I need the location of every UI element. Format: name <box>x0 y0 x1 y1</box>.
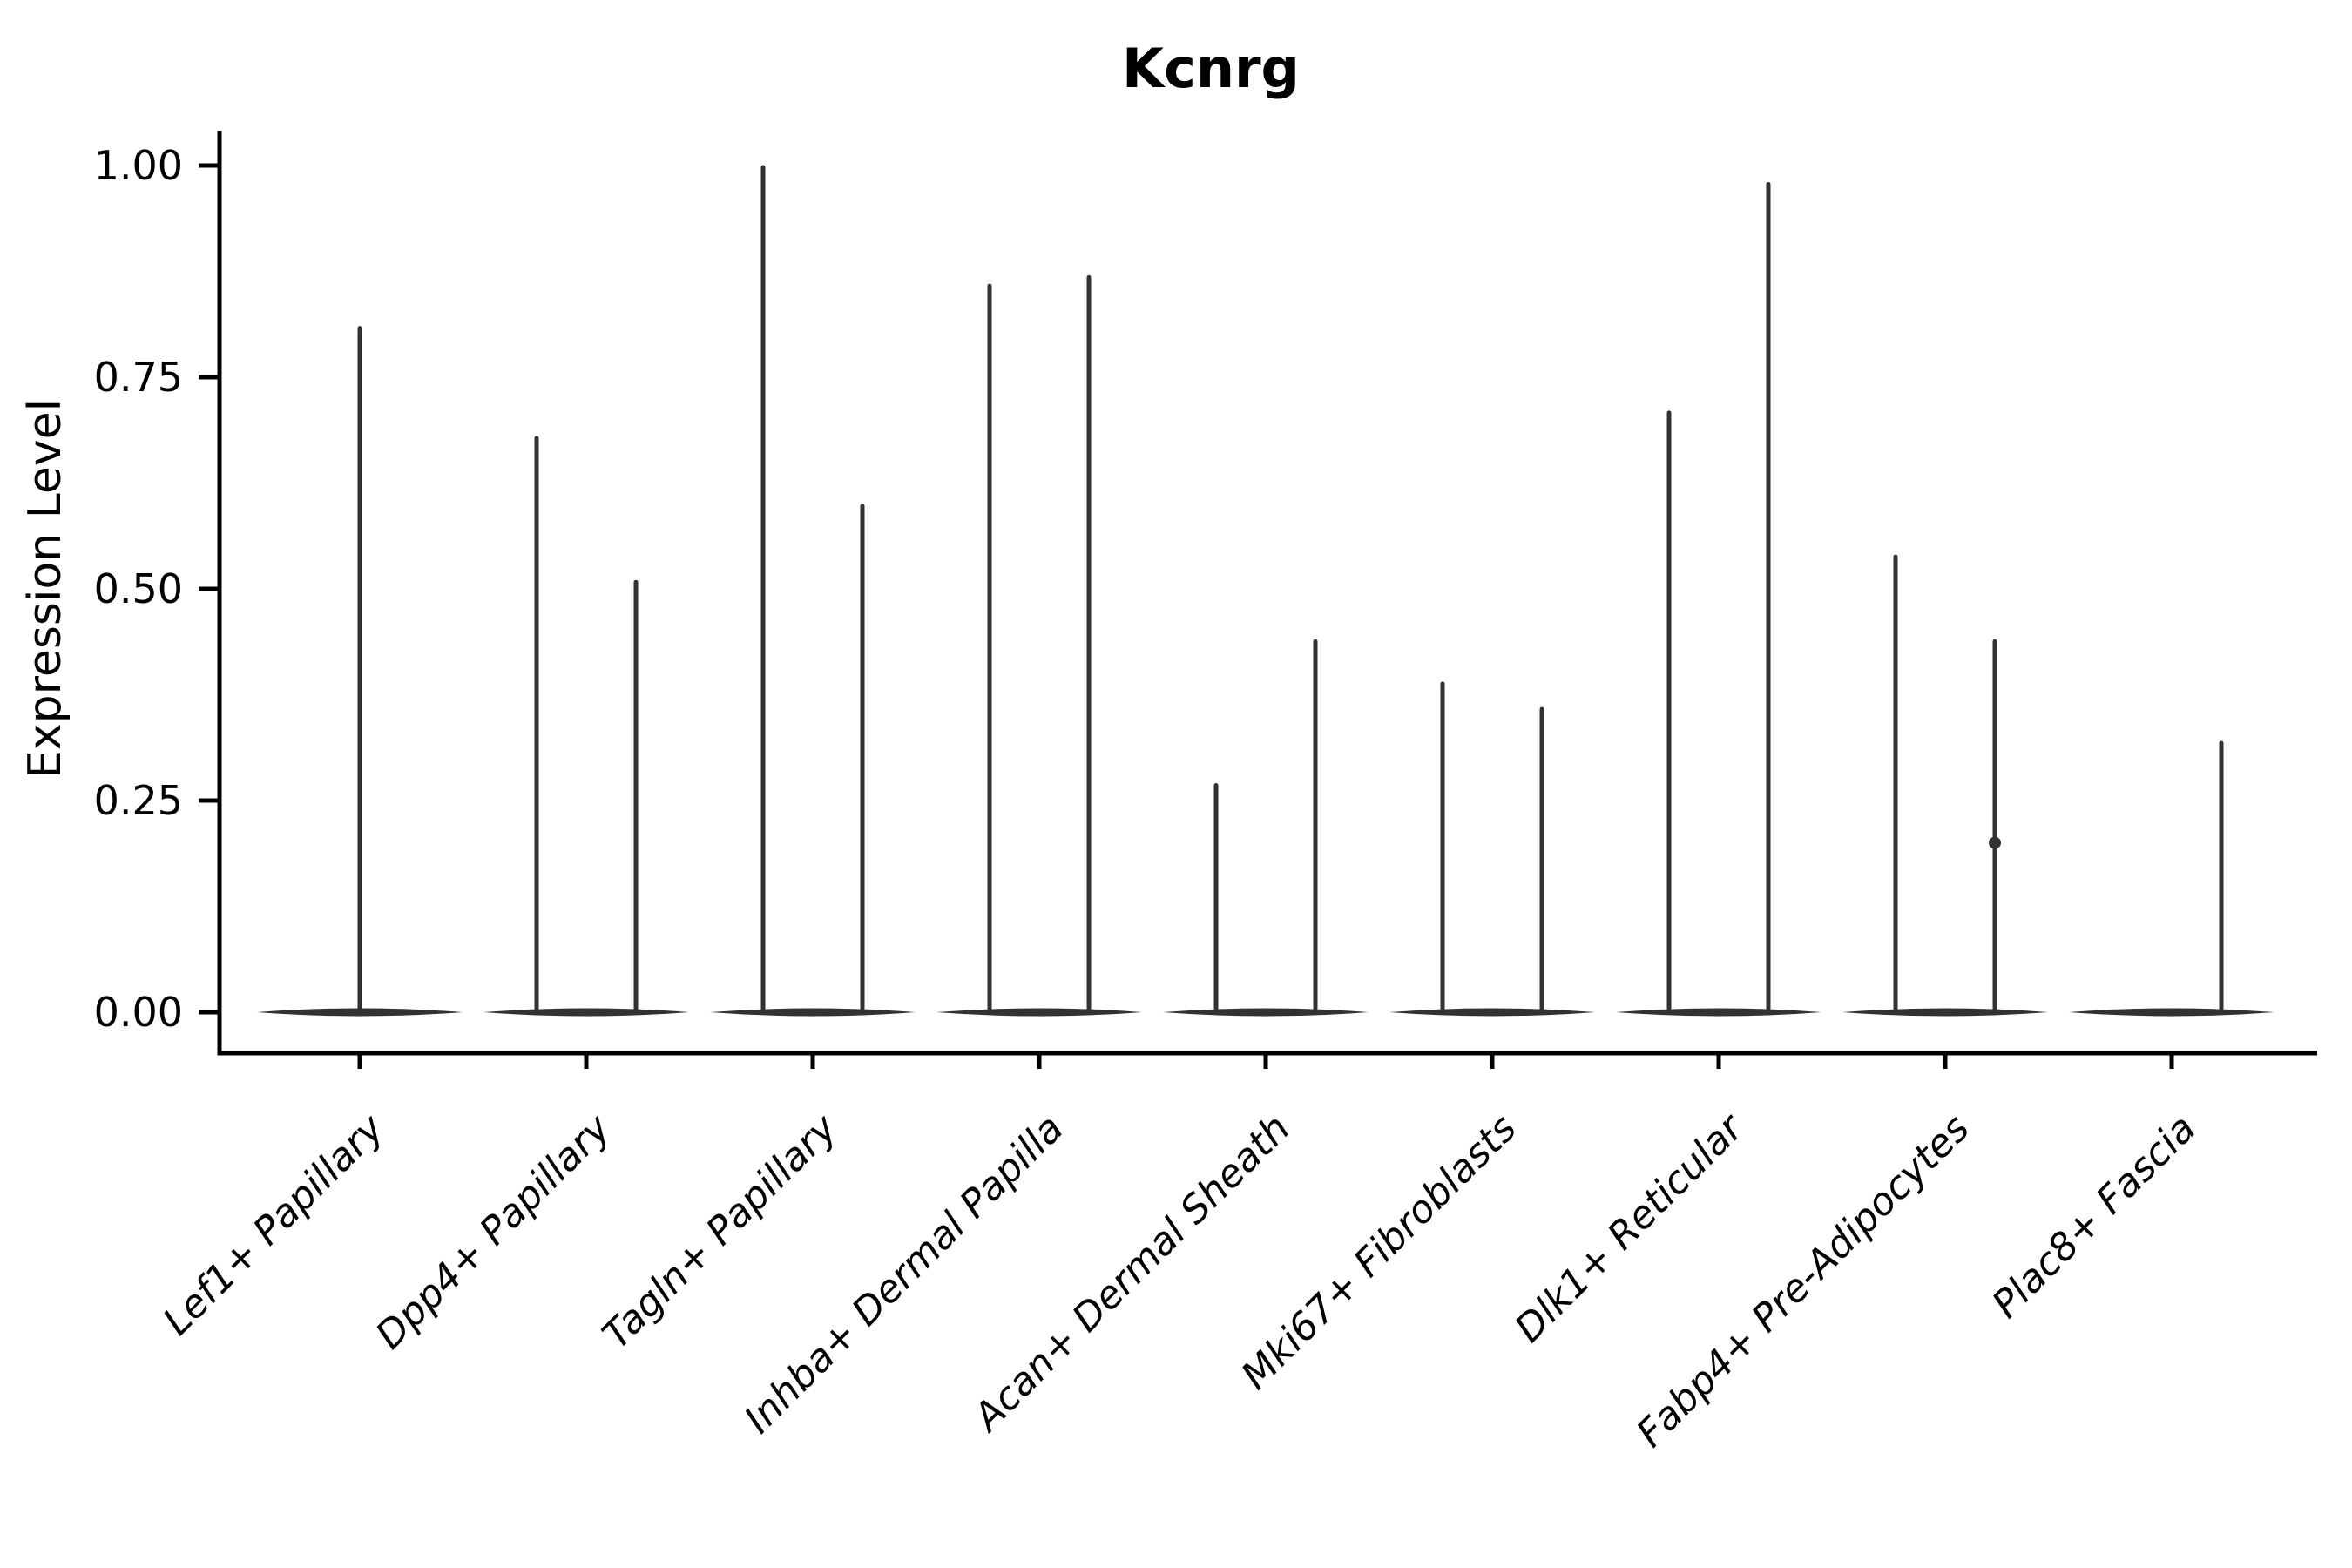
violin-baseline <box>1389 1008 1595 1017</box>
violin-baseline <box>1616 1008 1821 1017</box>
y-tick-label: 0.75 <box>94 354 183 401</box>
violin-baseline <box>2069 1008 2274 1017</box>
y-tick-label: 0.25 <box>94 777 183 824</box>
violin-baseline <box>1163 1008 1369 1017</box>
x-tick-label: Dpp4+ Papillary <box>368 1105 620 1358</box>
violin-baseline <box>483 1008 689 1017</box>
chart-title: Kcnrg <box>1122 37 1300 100</box>
y-axis-label: Expression Level <box>19 399 71 779</box>
x-tick-label: Dlk1+ Reticular <box>1506 1105 1753 1351</box>
x-tick-label: Tagln+ Papillary <box>594 1105 846 1357</box>
violin-baseline <box>710 1008 916 1017</box>
y-tick-label: 0.50 <box>94 565 183 612</box>
violin-baseline <box>1842 1008 2048 1017</box>
x-tick-label: Plac8+ Fascia <box>1984 1106 2204 1327</box>
violin-baseline <box>936 1008 1142 1017</box>
y-tick-label: 0.00 <box>94 989 183 1036</box>
y-tick-label: 1.00 <box>94 142 183 189</box>
x-tick-label: Lef1+ Papillary <box>155 1105 394 1344</box>
data-point-dot <box>1989 836 2001 849</box>
